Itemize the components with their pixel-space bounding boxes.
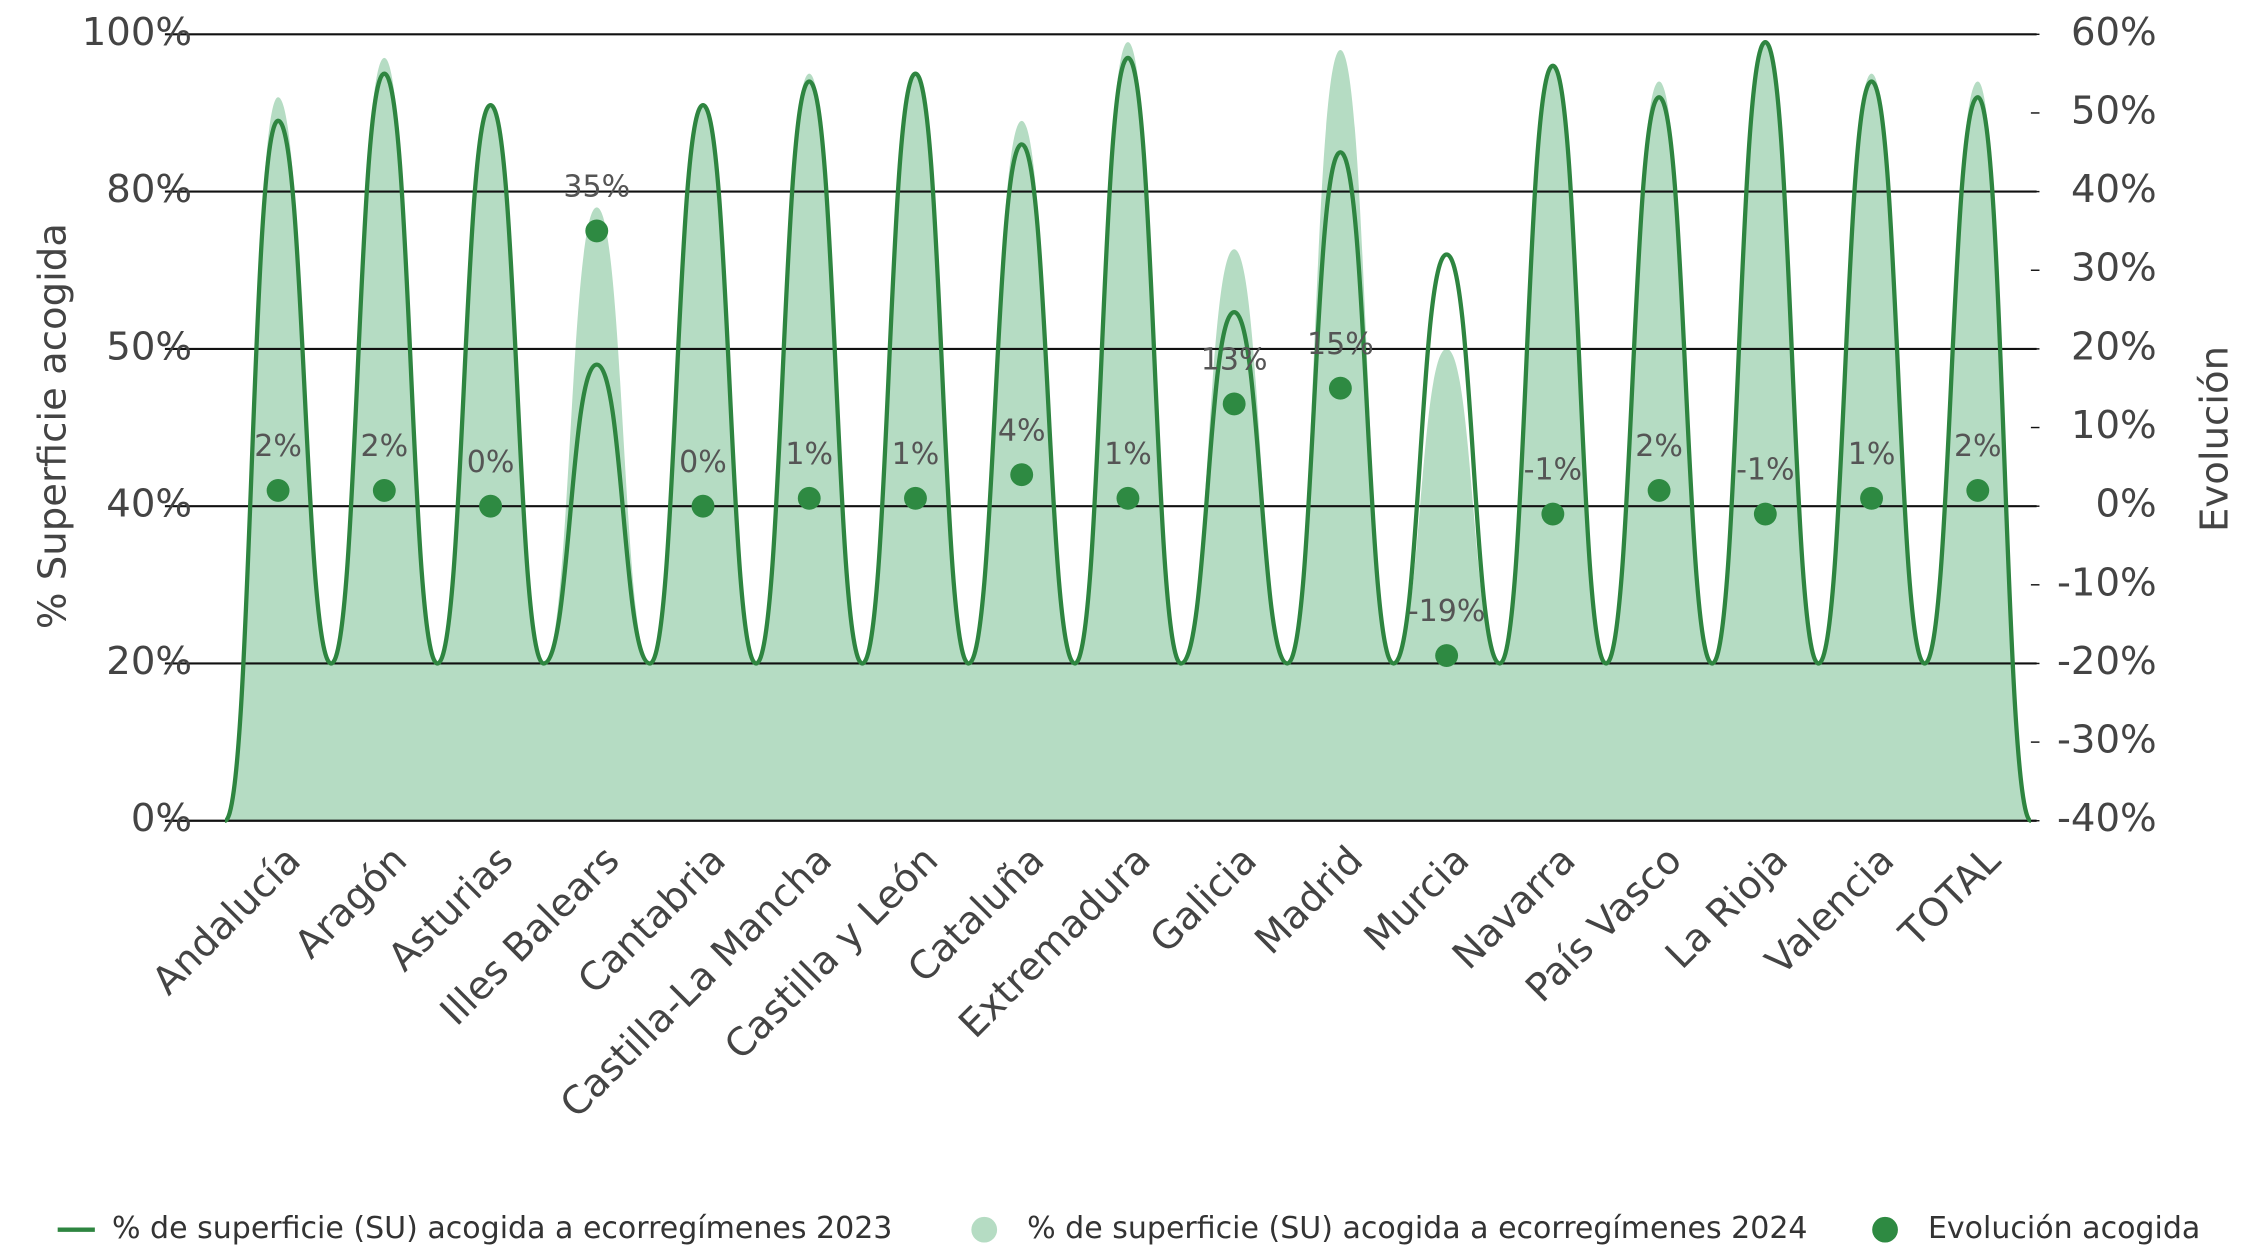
x-tick-label: TOTAL bbox=[1890, 837, 2009, 956]
value-label: -1% bbox=[1524, 453, 1582, 488]
y-tick-label: 50% bbox=[106, 324, 192, 369]
value-label: 0% bbox=[467, 445, 515, 480]
legend-label: % de superficie (SU) acogida a ecorregím… bbox=[1027, 1211, 1807, 1246]
legend-swatch bbox=[971, 1216, 998, 1243]
y2-tick-label: 0% bbox=[2095, 482, 2156, 527]
y2-tick-label: 40% bbox=[2071, 167, 2157, 212]
value-label: 0% bbox=[679, 445, 727, 480]
y2-tick-label: 60% bbox=[2071, 10, 2157, 55]
evolution-dot bbox=[1541, 502, 1565, 526]
evolution-dot bbox=[904, 486, 927, 510]
evolution-dot bbox=[479, 494, 502, 518]
y-axis-title: % Superficie acogida bbox=[30, 223, 75, 629]
y-tick-label: 40% bbox=[106, 482, 192, 527]
evolution-dot bbox=[372, 479, 396, 502]
evolution-dot bbox=[1753, 502, 1777, 526]
value-label: 2% bbox=[361, 429, 409, 464]
evolution-dot bbox=[585, 219, 609, 243]
legend-label: Evolución acogida bbox=[1928, 1211, 2200, 1246]
y2-tick-label: -10% bbox=[2057, 560, 2157, 605]
area-2024 bbox=[224, 42, 2031, 821]
evolution-dot bbox=[1647, 479, 1671, 502]
evolution-dot bbox=[1222, 392, 1246, 416]
evolution-dot bbox=[1116, 486, 1140, 510]
evolution-dot bbox=[266, 479, 290, 502]
value-label: 13% bbox=[1201, 343, 1268, 378]
value-label: 2% bbox=[1954, 429, 2002, 464]
x-tick-label: Madrid bbox=[1247, 838, 1373, 964]
x-tick-label: Andalucía bbox=[144, 838, 310, 1004]
legend-swatch bbox=[1872, 1216, 1898, 1243]
y2-tick-label: 50% bbox=[2071, 88, 2157, 133]
value-label: 15% bbox=[1307, 327, 1374, 362]
y-tick-label: 0% bbox=[131, 796, 192, 841]
value-label: 2% bbox=[1635, 429, 1683, 464]
y2-tick-label: -40% bbox=[2057, 796, 2157, 841]
y2-axis-title: Evolución bbox=[2192, 346, 2237, 532]
evolution-dot bbox=[1328, 376, 1352, 400]
value-label: 35% bbox=[563, 170, 630, 205]
y2-tick-label: 20% bbox=[2071, 324, 2157, 369]
evolution-dot bbox=[1010, 463, 1034, 487]
evolution-dot bbox=[691, 494, 715, 518]
value-label: -1% bbox=[1736, 453, 1794, 488]
y2-tick-label: 10% bbox=[2071, 403, 2157, 448]
evolution-dot bbox=[1435, 644, 1459, 668]
x-tick-label: Extremadura bbox=[950, 838, 1159, 1047]
y-tick-label: 80% bbox=[106, 167, 192, 212]
x-tick-label: Galicia bbox=[1142, 838, 1266, 962]
evolution-dot bbox=[1966, 479, 1990, 502]
value-label: 1% bbox=[1104, 437, 1152, 472]
value-label: 2% bbox=[254, 429, 302, 464]
y2-tick-label: -30% bbox=[2057, 718, 2157, 763]
y2-tick-label: -20% bbox=[2057, 639, 2157, 684]
y-tick-label: 20% bbox=[106, 639, 192, 684]
value-label: 1% bbox=[892, 437, 940, 472]
legend-label: % de superficie (SU) acogida a ecorregím… bbox=[112, 1211, 892, 1246]
value-label: 1% bbox=[1848, 437, 1896, 472]
y-tick-label: 100% bbox=[82, 10, 192, 55]
y2-tick-label: 30% bbox=[2071, 246, 2157, 291]
evolution-dot bbox=[1860, 486, 1883, 510]
evolution-dot bbox=[797, 486, 821, 510]
line-2023 bbox=[222, 40, 2033, 823]
value-label: 4% bbox=[998, 413, 1046, 448]
value-label: -19% bbox=[1408, 594, 1486, 629]
value-label: 1% bbox=[785, 437, 833, 472]
